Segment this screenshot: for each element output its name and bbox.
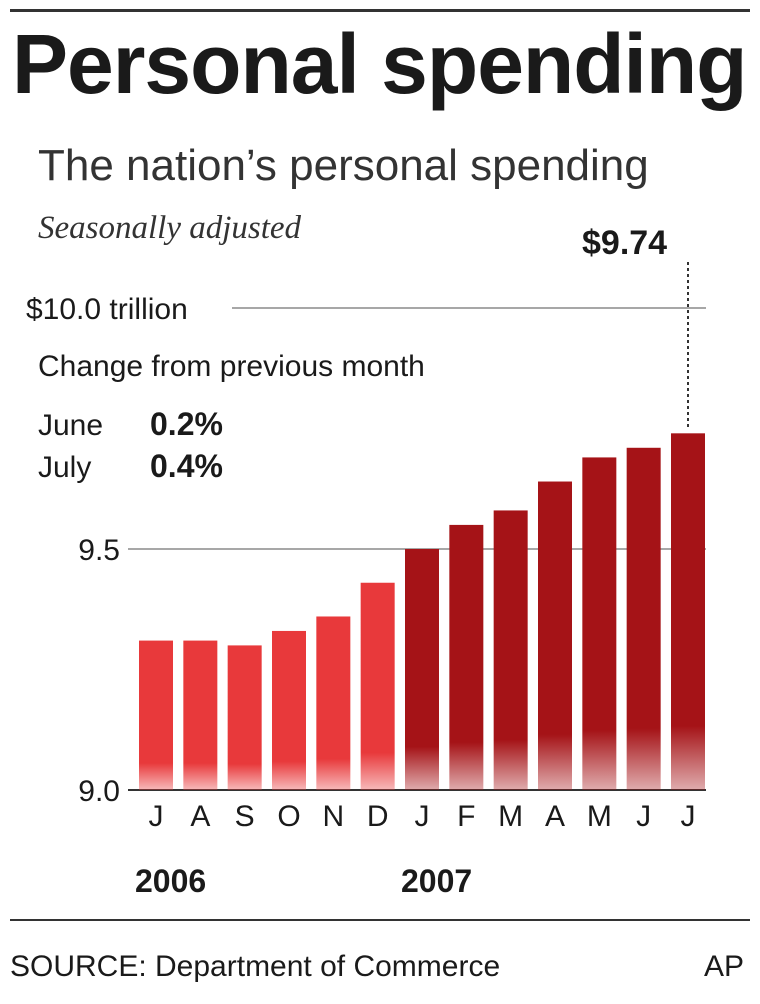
x-tick-label: J [636, 800, 651, 833]
bar-3 [227, 645, 262, 790]
x-tick-label: D [367, 800, 389, 833]
bar-8 [449, 524, 484, 790]
chart-subtitle: The nation’s personal spending [38, 141, 649, 190]
x-tick-label: J [681, 800, 696, 833]
bottom-rule [10, 919, 750, 921]
change-row-june: June 0.2% [38, 408, 223, 441]
bar-11 [582, 457, 617, 790]
bar-13 [671, 433, 705, 790]
bar-2 [183, 640, 218, 790]
year-label: 2007 [401, 863, 472, 899]
y-tick-label: 9.0 [78, 775, 120, 808]
change-row-july: July 0.4% [38, 450, 223, 483]
bar-6 [360, 582, 395, 790]
change-value: 0.2% [150, 406, 223, 442]
change-value: 0.4% [150, 448, 223, 484]
x-tick-label: M [498, 800, 523, 833]
x-tick-label: M [587, 800, 612, 833]
bar-1 [139, 640, 173, 790]
top-rule [10, 9, 750, 12]
x-tick-label: O [277, 800, 300, 833]
x-tick-label: S [235, 800, 255, 833]
change-heading: Change from previous month [38, 350, 425, 383]
change-month: July [38, 451, 92, 484]
agency-credit: AP [703, 950, 744, 983]
y-tick-label: $10.0 trillion [26, 293, 188, 326]
source-credit: SOURCE: Department of Commerce [10, 950, 501, 983]
x-tick-label: J [149, 800, 164, 833]
x-tick-label: N [322, 800, 344, 833]
bar-4 [272, 630, 306, 790]
x-tick-label: A [190, 800, 210, 833]
bar-7 [405, 549, 439, 790]
bar-10 [538, 481, 572, 790]
bar-12 [626, 447, 661, 790]
change-month: June [38, 409, 104, 442]
bar-9 [493, 510, 528, 790]
x-tick-label: F [457, 800, 475, 833]
y-tick-label: 9.5 [78, 534, 120, 567]
latest-value-callout: $9.74 [582, 224, 668, 262]
x-tick-label: A [545, 800, 565, 833]
x-tick-label: J [415, 800, 430, 833]
bar-5 [316, 616, 351, 790]
seasonal-note: Seasonally adjusted [38, 210, 302, 246]
year-label: 2006 [135, 863, 206, 899]
chart-title: Personal spending [12, 17, 747, 111]
